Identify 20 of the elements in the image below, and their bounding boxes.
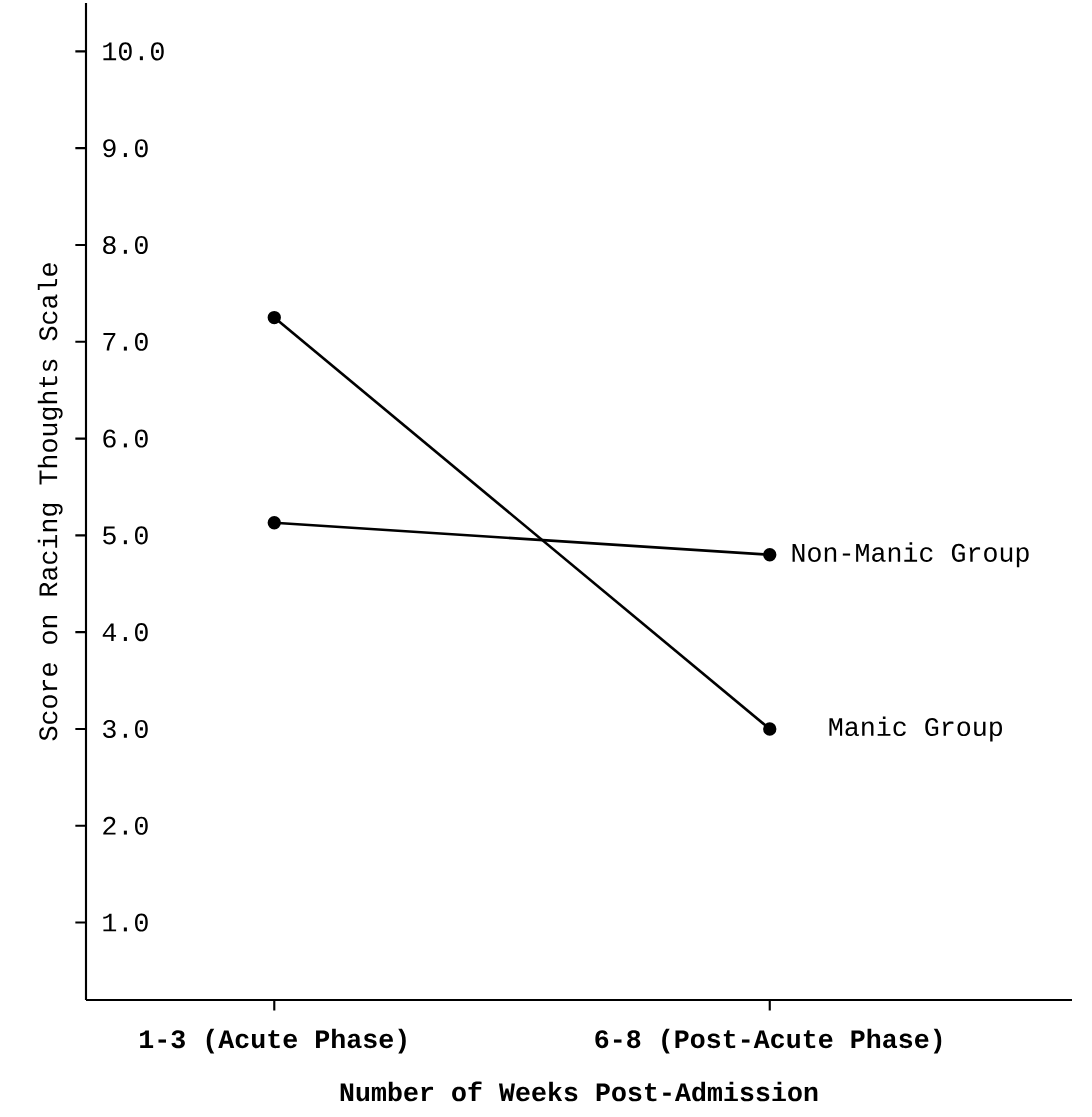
y-tick-label: 7.0 (103, 332, 148, 351)
y-tick-label: 4.0 (102, 623, 148, 642)
y-tick-label: 3.0 (103, 719, 148, 738)
point (763, 548, 777, 562)
y-tick-label: 2.0 (103, 816, 148, 835)
y-tick-label: 5.0 (103, 526, 148, 545)
x-tick-label: 6-8 (Post-Acute Phase) (595, 1028, 942, 1054)
point (763, 722, 777, 736)
y-axis-title: Score on Racing Thoughts Scale (37, 263, 63, 741)
point (267, 516, 281, 530)
y-tick-label: 9.0 (103, 139, 148, 158)
y-tick-label: 1.0 (103, 913, 148, 932)
y-tick-label: 8.0 (103, 235, 148, 255)
point (267, 310, 281, 325)
y-tick-label: 10.0 (103, 42, 164, 61)
y-tick-label: 6.0 (103, 429, 148, 448)
x-tick-label: 1-3 (Acute Phase) (140, 1028, 406, 1054)
text: Manic Group (829, 716, 1002, 742)
x-axis-title: Number of Weeks Post-Admission (340, 1081, 818, 1102)
series-label: Non-Manic Group (792, 542, 1029, 568)
